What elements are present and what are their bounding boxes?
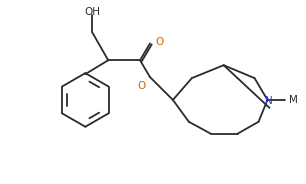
Text: O: O (138, 81, 146, 91)
Text: N: N (265, 96, 272, 106)
Text: M: M (289, 95, 298, 105)
Text: OH: OH (84, 7, 100, 17)
Text: O: O (155, 37, 163, 47)
